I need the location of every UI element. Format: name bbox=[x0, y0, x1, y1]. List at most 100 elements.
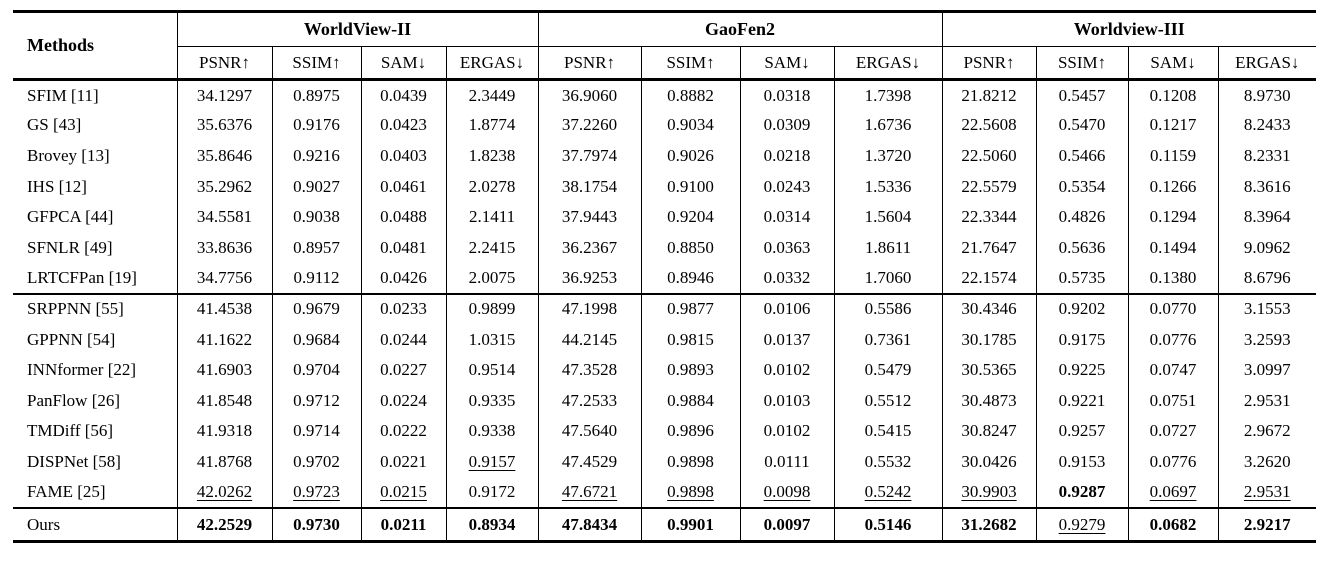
metric-value: 0.0233 bbox=[361, 292, 447, 325]
metric-value: 0.9884 bbox=[641, 385, 741, 417]
metric-value: 34.1297 bbox=[177, 79, 273, 111]
metric-value: 0.9702 bbox=[272, 446, 362, 478]
metric-value: 0.0227 bbox=[361, 354, 447, 386]
metric-value: 30.9903 bbox=[942, 477, 1037, 508]
method-name: SFNLR [49] bbox=[13, 232, 178, 264]
metric-value: 35.8646 bbox=[177, 140, 273, 172]
metric-value: 0.5735 bbox=[1036, 263, 1129, 294]
metric-value: 0.1217 bbox=[1128, 110, 1219, 141]
metric-value: 0.0111 bbox=[740, 446, 835, 478]
metric-value: 0.9730 bbox=[272, 506, 362, 542]
metric-value: 2.1411 bbox=[446, 201, 539, 233]
metric-value: 8.3616 bbox=[1243, 176, 1291, 196]
metric-value: 0.5242 bbox=[834, 477, 943, 508]
metric-value: 0.9712 bbox=[272, 385, 362, 417]
metric-value: 1.7398 bbox=[834, 79, 943, 111]
metric-value: 2.3449 bbox=[446, 79, 539, 111]
metric-value: 36.9253 bbox=[538, 263, 642, 294]
metric-value: 47.5640 bbox=[538, 416, 642, 447]
metric-value: 0.0318 bbox=[740, 79, 835, 111]
method-name: Brovey [13] bbox=[13, 140, 178, 172]
method-name: TMDiff [56] bbox=[13, 416, 178, 447]
metric-value: 1.0315 bbox=[446, 324, 539, 355]
metric-value: 2.2415 bbox=[446, 232, 539, 264]
metric-value: 41.4538 bbox=[177, 292, 273, 325]
metric-value: 0.0747 bbox=[1128, 354, 1219, 386]
metric-value: 0.9204 bbox=[641, 201, 741, 233]
metric-value: 30.4873 bbox=[942, 385, 1037, 417]
metric-value: 0.0137 bbox=[740, 324, 835, 355]
metric-value: 0.9221 bbox=[1036, 385, 1129, 417]
metric-value: 0.8957 bbox=[272, 232, 362, 264]
metric-value: 0.0222 bbox=[361, 416, 447, 447]
metric-value: 0.1494 bbox=[1128, 232, 1219, 264]
metric-value: 30.4346 bbox=[942, 292, 1037, 325]
metric-header-psnr-wv3: PSNR↑ bbox=[942, 46, 1037, 81]
metric-value: 38.1754 bbox=[538, 171, 642, 202]
metric-value: 0.5636 bbox=[1036, 232, 1129, 264]
metric-value: 0.0102 bbox=[740, 416, 835, 447]
metric-value: 8.6796 bbox=[1243, 267, 1291, 287]
metric-value: 3.1553 bbox=[1218, 292, 1317, 325]
metric-value: 22.5608 bbox=[942, 110, 1037, 141]
metric-value: 0.8975 bbox=[272, 79, 362, 111]
metric-value: 35.2962 bbox=[177, 171, 273, 202]
metric-value: 0.9723 bbox=[272, 477, 362, 508]
metric-value: 47.3528 bbox=[538, 354, 642, 386]
metric-value: 0.1294 bbox=[1128, 201, 1219, 233]
metric-value: 41.6903 bbox=[177, 354, 273, 386]
metric-value: 0.9679 bbox=[272, 292, 362, 325]
metric-value: 0.9279 bbox=[1036, 506, 1129, 542]
metric-value: 0.0309 bbox=[740, 110, 835, 141]
metric-value: 0.1380 bbox=[1128, 263, 1219, 294]
table-row: DISPNet [58] 41.8768 0.9702 0.0221 0.9157 47.… bbox=[13, 446, 1316, 478]
table-row: IHS [12] 35.2962 0.9027 0.0461 2.0278 38.1754… bbox=[13, 171, 1316, 202]
metric-value: 22.5060 bbox=[942, 140, 1037, 172]
metric-value: 36.9060 bbox=[538, 79, 642, 111]
metric-value: 34.5581 bbox=[177, 201, 273, 233]
metric-value: 0.9026 bbox=[641, 140, 741, 172]
metric-value: 36.2367 bbox=[538, 232, 642, 264]
metric-value: 0.8934 bbox=[446, 506, 539, 542]
metric-value: 0.9899 bbox=[446, 292, 539, 325]
metric-value: 0.0221 bbox=[361, 446, 447, 478]
metric-value: 2.9531 bbox=[1243, 482, 1291, 502]
metric-value: 0.0314 bbox=[740, 201, 835, 233]
metric-value: 0.0243 bbox=[740, 171, 835, 202]
metric-value: 22.3344 bbox=[942, 201, 1037, 233]
metric-value: 0.8946 bbox=[641, 263, 741, 294]
metric-header-ssim-wv2: SSIM↑ bbox=[272, 46, 362, 81]
metric-value: 0.9898 bbox=[641, 446, 741, 478]
metric-header-psnr-wv2: PSNR↑ bbox=[177, 46, 273, 81]
metric-value: 42.0262 bbox=[177, 477, 273, 508]
metric-value: 44.2145 bbox=[538, 324, 642, 355]
table-row: Ours 42.2529 0.9730 0.0211 0.8934 47.8434 0.99… bbox=[13, 506, 1317, 542]
metric-value: 47.4529 bbox=[538, 446, 642, 478]
metric-value: 2.9217 bbox=[1218, 506, 1317, 542]
metric-value: 0.8882 bbox=[641, 79, 741, 111]
metric-value: 0.5479 bbox=[834, 354, 943, 386]
metric-value: 0.0426 bbox=[361, 263, 447, 294]
metric-value: 0.0770 bbox=[1128, 292, 1219, 325]
metric-value: 0.5586 bbox=[834, 292, 943, 325]
metric-value: 1.8238 bbox=[446, 140, 539, 172]
method-name: DISPNet [58] bbox=[13, 446, 178, 478]
metric-value: 0.4826 bbox=[1036, 201, 1129, 233]
metric-value: 47.6721 bbox=[538, 477, 642, 508]
results-table-body: SFIM [11] 34.1297 0.8975 0.0439 2.3449 36.906… bbox=[13, 79, 1317, 542]
metric-value: 1.8611 bbox=[834, 232, 943, 264]
metric-value: 0.9901 bbox=[641, 506, 741, 542]
metric-value: 0.0103 bbox=[740, 385, 835, 417]
metric-value: 0.0776 bbox=[1128, 324, 1219, 355]
metric-value: 3.0997 bbox=[1243, 360, 1291, 380]
metric-value: 1.8774 bbox=[446, 110, 539, 141]
metric-value: 21.8212 bbox=[942, 79, 1037, 111]
metric-value: 0.9175 bbox=[1036, 324, 1129, 355]
metric-value: 0.5470 bbox=[1036, 110, 1129, 141]
metric-value: 0.0481 bbox=[361, 232, 447, 264]
metric-value: 0.0776 bbox=[1128, 446, 1219, 478]
metric-value: 0.0461 bbox=[361, 171, 447, 202]
metric-header-ergas-wv2: ERGAS↓ bbox=[446, 46, 539, 81]
metric-value: 34.7756 bbox=[177, 263, 273, 294]
metric-value: 41.8768 bbox=[177, 446, 273, 478]
